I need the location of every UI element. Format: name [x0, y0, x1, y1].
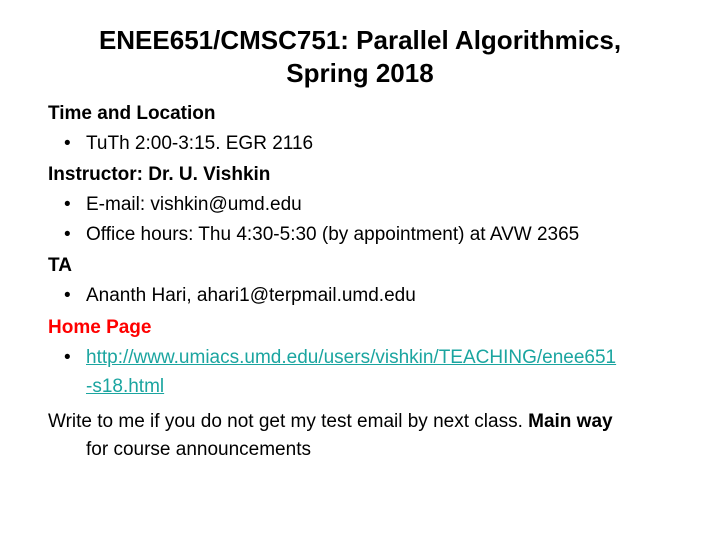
list-item: http://www.umiacs.umd.edu/users/vishkin/…: [82, 343, 672, 402]
heading-home-page: Home Page: [48, 317, 672, 339]
heading-instructor: Instructor: Dr. U. Vishkin: [48, 164, 672, 186]
link-text-line1: http://www.umiacs.umd.edu/users/vishkin/…: [86, 347, 616, 368]
slide-container: ENEE651/CMSC751: Parallel Algorithmics, …: [0, 0, 720, 557]
note-bold: Main way: [528, 411, 612, 432]
note-part-a: Write to me if you do not get my test em…: [48, 411, 528, 432]
link-text-line2: -s18.html: [86, 376, 164, 397]
announcements-note: Write to me if you do not get my test em…: [48, 408, 672, 465]
heading-time-location: Time and Location: [48, 103, 672, 125]
list-item: Ananth Hari, ahari1@terpmail.umd.edu: [82, 281, 672, 310]
list-item: TuTh 2:00-3:15. EGR 2116: [82, 129, 672, 158]
list-time-location: TuTh 2:00-3:15. EGR 2116: [48, 129, 672, 158]
home-page-link[interactable]: http://www.umiacs.umd.edu/users/vishkin/…: [86, 347, 616, 397]
list-item: Office hours: Thu 4:30-5:30 (by appointm…: [82, 220, 672, 249]
list-home-page: http://www.umiacs.umd.edu/users/vishkin/…: [48, 343, 672, 402]
list-item: E-mail: vishkin@umd.edu: [82, 190, 672, 219]
list-ta: Ananth Hari, ahari1@terpmail.umd.edu: [48, 281, 672, 310]
title-line-2: Spring 2018: [286, 58, 433, 88]
note-part-b: for course announcements: [86, 439, 311, 460]
list-instructor: E-mail: vishkin@umd.edu Office hours: Th…: [48, 190, 672, 249]
title-line-1: ENEE651/CMSC751: Parallel Algorithmics,: [99, 25, 621, 55]
slide-title: ENEE651/CMSC751: Parallel Algorithmics, …: [48, 24, 672, 89]
heading-ta: TA: [48, 255, 672, 277]
